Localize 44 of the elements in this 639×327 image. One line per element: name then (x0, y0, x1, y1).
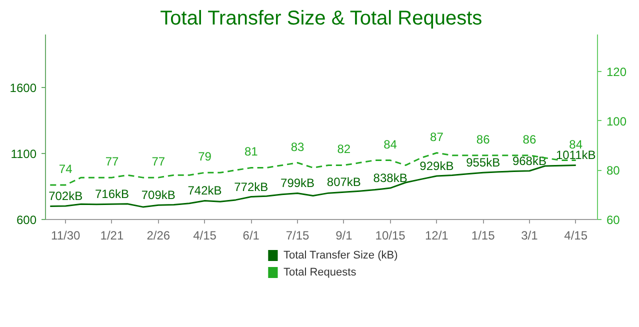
y2-tick-label: 120 (606, 65, 627, 79)
data-label: 702kB (48, 189, 83, 204)
data-label: 84 (384, 137, 398, 152)
data-label: 799kB (280, 176, 315, 190)
x-tick-label: 1/21 (100, 228, 124, 242)
data-label: 86 (522, 132, 536, 146)
data-label: 81 (244, 144, 258, 159)
y-tick-label: 600 (16, 213, 37, 227)
data-label: 955kB (466, 156, 500, 170)
data-label: 709kB (141, 188, 176, 202)
data-label: 87 (430, 130, 444, 144)
x-tick-label: 3/1 (521, 228, 538, 242)
y-tick-label: 1100 (10, 146, 37, 161)
x-tick-label: 4/15 (193, 228, 217, 242)
data-label: 86 (476, 132, 490, 146)
legend-label: Total Requests (283, 266, 357, 278)
data-label: 83 (290, 140, 305, 154)
y2-tick-label: 80 (606, 164, 620, 178)
legend-label: Total Transfer Size (kB) (283, 250, 398, 262)
x-tick-label: 7/15 (286, 228, 310, 242)
x-tick-label: 2/26 (146, 228, 170, 242)
x-tick-label: 4/15 (564, 228, 588, 242)
x-tick-label: 11/30 (51, 228, 80, 242)
y2-tick-label: 100 (606, 114, 627, 128)
data-label: 968kB (512, 154, 546, 168)
data-label: 79 (198, 150, 212, 164)
data-label: 77 (152, 154, 166, 169)
x-tick-label: 12/1 (425, 228, 449, 242)
y-tick-label: 1600 (10, 80, 37, 95)
data-label: 742kB (188, 184, 222, 198)
data-label: 807kB (326, 175, 361, 190)
x-tick-label: 1/15 (471, 228, 496, 242)
data-label: 838kB (373, 171, 408, 186)
data-label: 77 (105, 154, 119, 169)
y2-tick-label: 60 (606, 213, 620, 227)
data-label: 929kB (420, 159, 454, 174)
x-tick-label: 6/1 (242, 228, 260, 242)
data-label: 716kB (94, 187, 130, 202)
data-label: 772kB (234, 180, 268, 194)
x-tick-label: 10/15 (375, 228, 406, 242)
x-tick-label: 9/1 (336, 228, 353, 242)
data-label: 82 (337, 142, 351, 156)
data-label: 74 (58, 162, 73, 176)
chart-title: Total Transfer Size & Total Requests (160, 8, 482, 30)
